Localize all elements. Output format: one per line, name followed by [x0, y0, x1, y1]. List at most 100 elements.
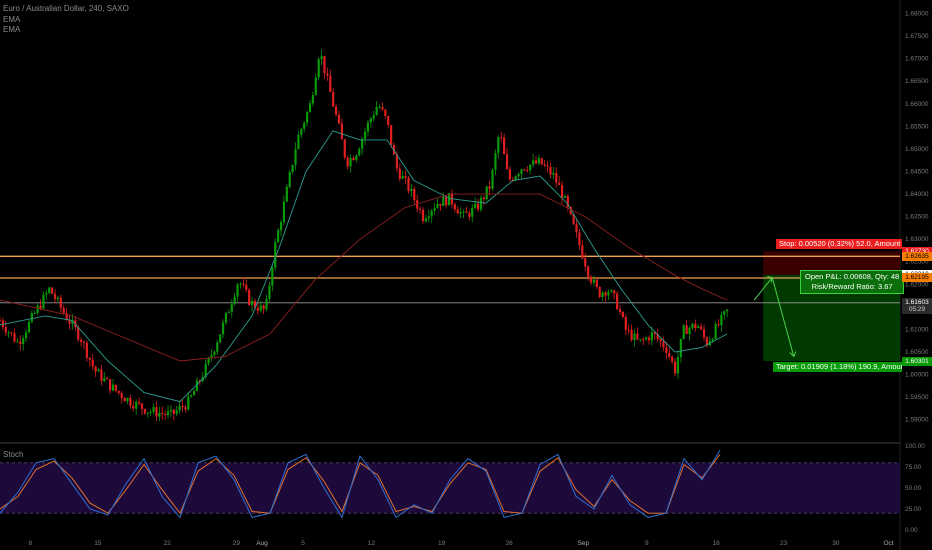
- candle-up: [563, 195, 567, 198]
- candle-up: [239, 283, 242, 285]
- y-tick-label: 1.66000: [905, 101, 929, 108]
- candle-up: [111, 384, 115, 391]
- y-tick-label: 1.63000: [905, 236, 929, 243]
- chart-title[interactable]: Euro / Australian Dollar, 240, SAXO: [3, 4, 129, 13]
- candle-down: [500, 137, 503, 139]
- candle-down: [549, 166, 552, 175]
- candle-up: [552, 173, 555, 175]
- candle-down: [581, 245, 584, 259]
- candle-up: [158, 412, 161, 417]
- candle-up: [676, 357, 680, 374]
- candle-down: [656, 334, 659, 340]
- candle-down: [569, 206, 572, 215]
- y-tick-label: 1.66500: [905, 78, 929, 85]
- candle-down: [636, 333, 639, 340]
- stoch-k-line: [0, 449, 721, 519]
- candle-down: [132, 405, 135, 409]
- candle-up: [691, 323, 694, 328]
- projection-arrowhead-down: [789, 351, 797, 358]
- ema-slow-legend[interactable]: EMA: [3, 25, 21, 34]
- candle-up: [16, 341, 19, 343]
- candle-down: [642, 339, 645, 341]
- candle-down: [503, 137, 506, 155]
- candle-down: [584, 258, 587, 267]
- candle-up: [48, 287, 51, 293]
- candle-down: [618, 309, 622, 313]
- candle-up: [471, 207, 474, 217]
- open-pnl-label[interactable]: Open P&L: 0.00608, Qty: 48 Risk/Reward R…: [800, 270, 905, 294]
- target-label[interactable]: Target: 0.01909 (1.18%) 190.9, Amount: [773, 362, 902, 372]
- stoch-y-tick-label: 75.00: [905, 464, 922, 471]
- projection-arrowhead-up: [767, 276, 773, 283]
- stop-label[interactable]: Stop: 0.00520 (0.32%) 52.0, Amount: [776, 239, 902, 249]
- candle-down: [621, 312, 625, 317]
- candle-down: [253, 300, 257, 308]
- candle-up: [195, 380, 199, 392]
- candle-up: [520, 169, 523, 175]
- candle-down: [604, 292, 607, 296]
- candle-down: [332, 92, 335, 107]
- candle-up: [285, 186, 288, 202]
- candle-up: [36, 305, 39, 314]
- candle-down: [346, 157, 349, 167]
- candle-down: [575, 224, 578, 233]
- candle-up: [204, 363, 207, 377]
- x-tick-label: 22: [164, 540, 172, 547]
- candle-down: [352, 158, 355, 161]
- candle-down: [543, 164, 546, 166]
- stop-text: Stop: 0.00520 (0.32%) 52.0, Amount: [779, 239, 901, 248]
- price-tag: 1.62730: [902, 246, 932, 256]
- candle-up: [308, 103, 312, 113]
- candle-down: [578, 232, 581, 246]
- candle-down: [505, 154, 509, 170]
- y-tick-label: 1.67500: [905, 33, 929, 40]
- candle-up: [227, 311, 230, 313]
- candle-down: [700, 326, 703, 330]
- candle-down: [456, 209, 459, 214]
- candle-down: [662, 341, 665, 348]
- candle-down: [523, 169, 526, 171]
- open-pnl-text: Open P&L: 0.00608, Qty: 48: [805, 272, 900, 281]
- candle-up: [442, 196, 445, 206]
- candle-down: [77, 327, 80, 340]
- candle-up: [149, 411, 152, 413]
- candle-up: [607, 291, 610, 296]
- candle-up: [224, 312, 228, 323]
- stoch-legend[interactable]: Stoch: [3, 450, 24, 459]
- candle-up: [291, 164, 294, 173]
- candle-up: [474, 203, 477, 208]
- candle-down: [106, 378, 109, 380]
- candle-up: [216, 342, 219, 352]
- candle-up: [517, 174, 520, 177]
- x-tick-label: 26: [506, 540, 514, 547]
- x-tick-label: 16: [713, 540, 721, 547]
- ema-fast-legend[interactable]: EMA: [3, 15, 21, 24]
- price-tag: 1.61603: [902, 298, 932, 308]
- candle-down: [685, 325, 688, 335]
- candle-down: [184, 407, 187, 410]
- risk-reward-text: Risk/Reward Ratio: 3.67: [811, 282, 893, 291]
- candle-down: [702, 329, 706, 338]
- candle-up: [529, 164, 532, 171]
- candle-down: [653, 332, 656, 335]
- candle-up: [303, 122, 306, 129]
- candle-up: [103, 378, 106, 381]
- candle-up: [369, 118, 372, 123]
- candle-down: [108, 379, 112, 391]
- candle-down: [143, 408, 146, 414]
- candle-down: [613, 290, 616, 294]
- candle-down: [100, 369, 103, 381]
- candle-down: [476, 203, 480, 210]
- x-tick-label: 15: [94, 540, 102, 547]
- x-tick-label: 5: [301, 540, 305, 547]
- candle-down: [4, 326, 7, 333]
- candle-up: [297, 134, 300, 150]
- y-tick-label: 1.65000: [905, 146, 929, 153]
- candle-down: [161, 412, 164, 414]
- candle-down: [705, 337, 709, 346]
- candle-up: [193, 391, 196, 396]
- y-tick-label: 1.64500: [905, 168, 929, 175]
- candle-down: [19, 341, 22, 345]
- candle-up: [236, 284, 239, 297]
